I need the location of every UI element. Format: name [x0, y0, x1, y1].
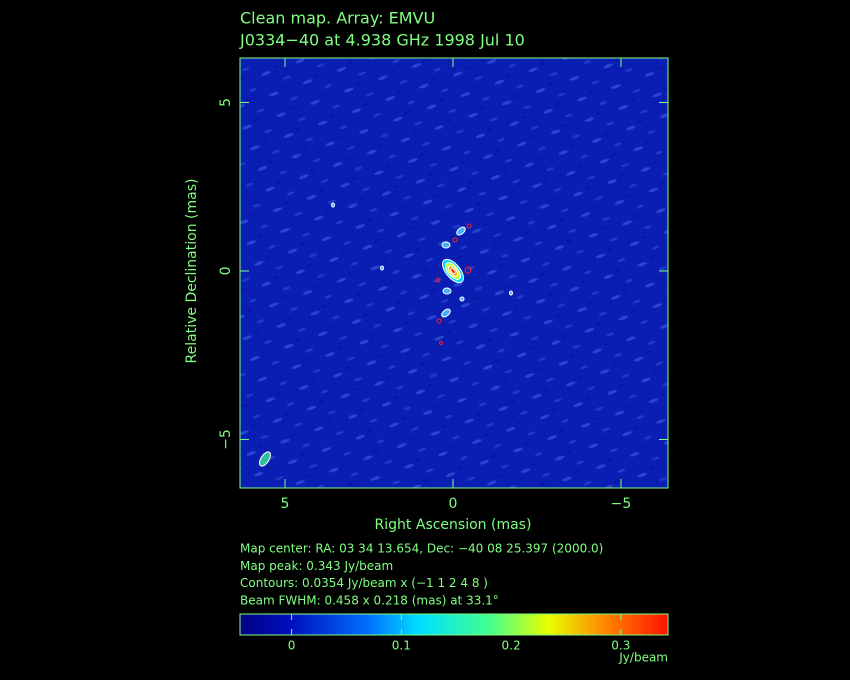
colorbar-tick-label: 0.2: [502, 639, 521, 653]
beam: [259, 451, 271, 467]
x-tick-label: −5: [611, 496, 632, 512]
note-line: Map center: RA: 03 34 13.654, Dec: −40 0…: [240, 542, 603, 556]
x-tick-label: 0: [449, 496, 458, 512]
x-tick-label: 5: [281, 496, 290, 512]
chart-subtitle: J0334−40 at 4.938 GHz 1998 Jul 10: [239, 31, 525, 50]
x-axis-label: Right Ascension (mas): [375, 517, 532, 533]
y-axis-label: Relative Declination (mas): [184, 179, 200, 364]
chart-title: Clean map. Array: EMVU: [240, 9, 435, 28]
colorbar-tick-label: 0.3: [611, 639, 630, 653]
colorbar-tick-label: 0: [288, 639, 296, 653]
frame: [239, 57, 669, 489]
colorbar-tick-label: 0.1: [392, 639, 411, 653]
colorbar-label: Jy/beam: [618, 651, 668, 665]
y-tick-label: 0: [218, 267, 234, 276]
notes: Map center: RA: 03 34 13.654, Dec: −40 0…: [240, 542, 603, 608]
y-tick-label: 5: [218, 98, 234, 107]
map-image: [240, 58, 668, 488]
note-line: Map peak: 0.343 Jy/beam: [240, 559, 393, 573]
note-line: Beam FWHM: 0.458 x 0.218 (mas) at 33.1°: [240, 593, 499, 607]
colorbar: [239, 613, 669, 636]
y-tick-label: −5: [218, 429, 234, 450]
note-line: Contours: 0.0354 Jy/beam x (−1 1 2 4 8 ): [240, 576, 488, 590]
